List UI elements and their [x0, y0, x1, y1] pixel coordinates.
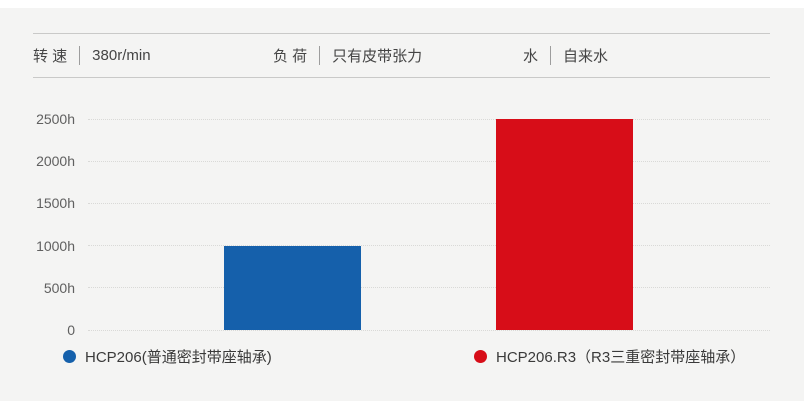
spec-label-load: 负 荷 [273, 48, 308, 65]
legend-dot-red [474, 350, 487, 363]
bar-hcp206-r3 [496, 119, 633, 330]
y-axis-tick-label: 1000h [36, 237, 75, 254]
spec-value-water: 自来水 [563, 48, 609, 65]
bar-hcp206 [224, 245, 361, 330]
y-axis-tick-label: 1500h [36, 195, 75, 212]
spec-label-speed: 转 速 [33, 48, 68, 65]
legend-item-hcp206: HCP206(普通密封带座轴承) [63, 347, 272, 366]
spec-value-speed: 380r/min [92, 47, 151, 64]
gridline [88, 245, 770, 247]
vertical-divider [319, 46, 321, 65]
header-divider-top [33, 33, 770, 34]
legend-dot-blue [63, 350, 76, 363]
spec-item-speed: 转 速 380r/min [33, 42, 151, 69]
legend-label-hcp206-r3: HCP206.R3（R3三重密封带座轴承） [496, 349, 746, 366]
spec-item-water: 水 自来水 [523, 42, 608, 69]
legend-label-hcp206: HCP206(普通密封带座轴承) [85, 349, 272, 366]
chart-panel-background [0, 8, 804, 401]
gridline [88, 287, 770, 289]
y-axis-tick-label: 500h [43, 279, 75, 296]
y-axis-tick-label: 2000h [36, 153, 75, 170]
spec-value-load: 只有皮带张力 [332, 48, 423, 65]
gridline [88, 202, 770, 204]
spec-item-load: 负 荷 只有皮带张力 [273, 42, 422, 69]
gridline [88, 329, 770, 331]
spec-label-water: 水 [523, 48, 539, 65]
y-axis-tick-label: 0 [67, 322, 75, 338]
legend-item-hcp206-r3: HCP206.R3（R3三重密封带座轴承） [474, 347, 745, 366]
spec-header: 转 速 380r/min 负 荷 只有皮带张力 水 自来水 [0, 42, 804, 69]
gridline [88, 160, 770, 162]
header-divider-bottom [33, 77, 770, 78]
vertical-divider [79, 46, 81, 65]
vertical-divider [550, 46, 552, 65]
gridline [88, 118, 770, 120]
y-axis-tick-label: 2500h [36, 111, 75, 127]
